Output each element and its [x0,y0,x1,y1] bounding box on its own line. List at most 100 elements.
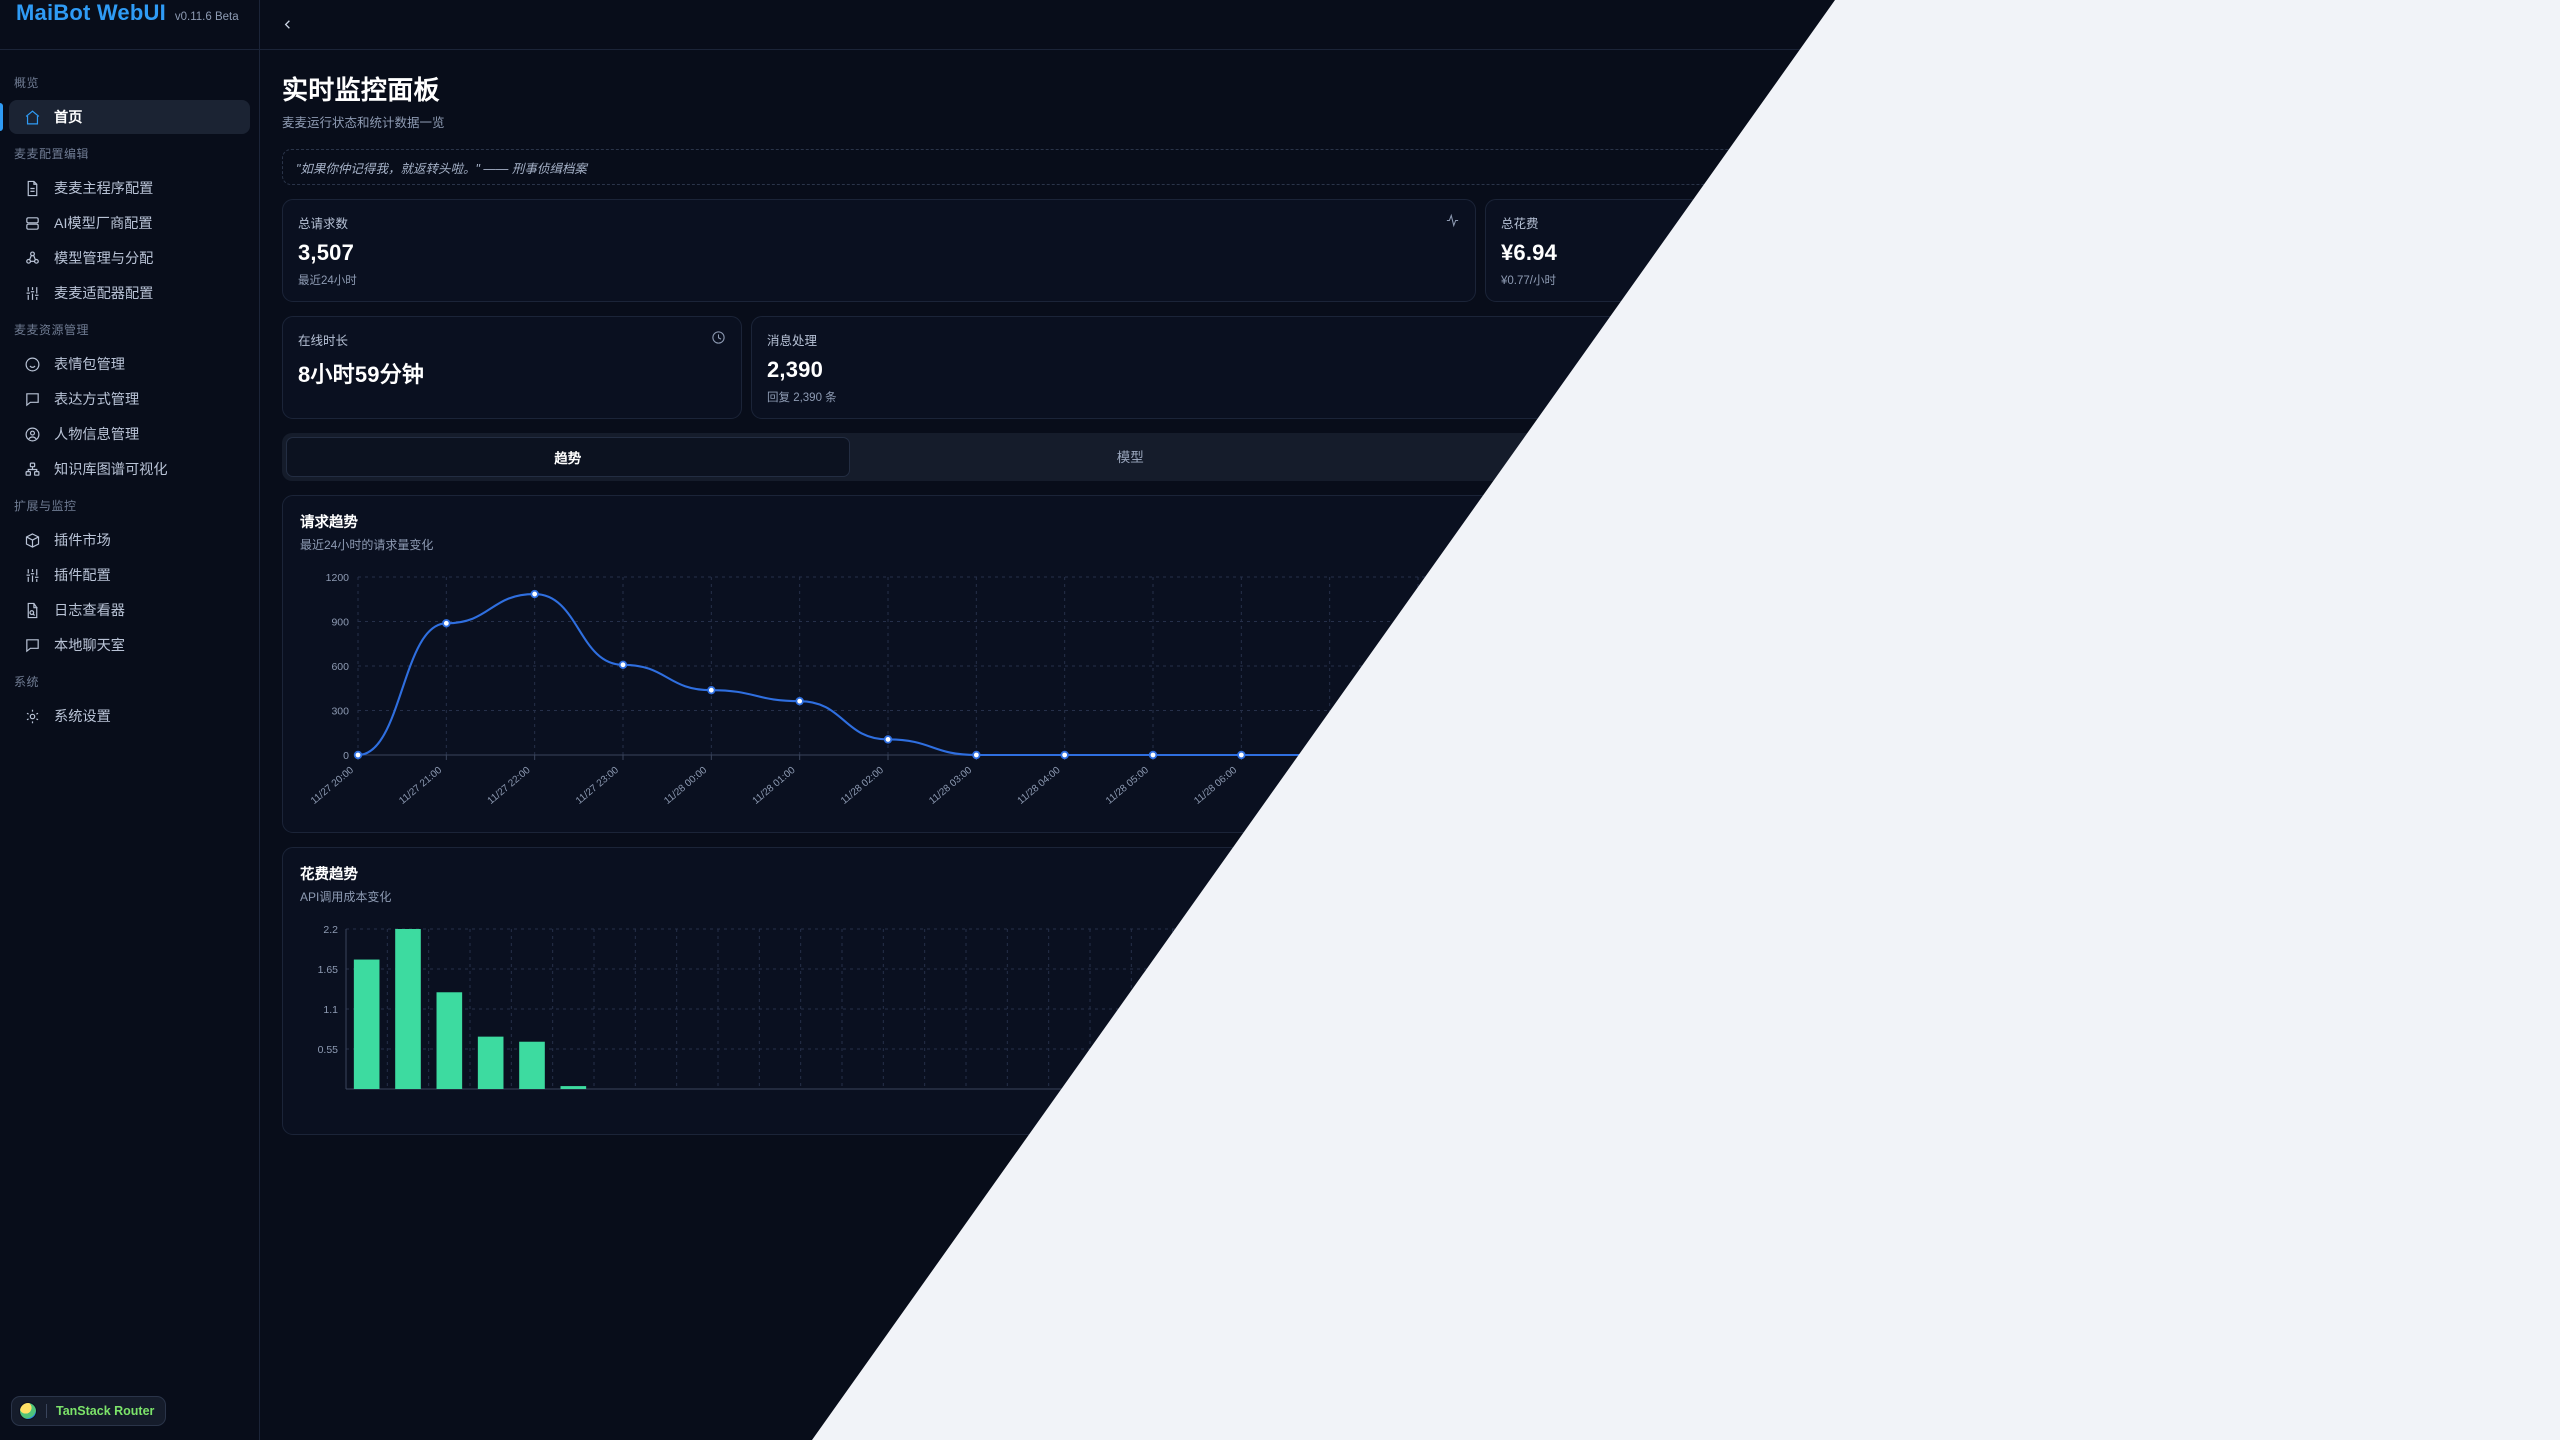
bar[interactable] [436,992,463,1089]
sitemap-icon [25,462,40,476]
sidebar-item-人物信息管理[interactable]: 人物信息管理 [9,417,250,451]
line-data-point[interactable] [2473,750,2483,760]
axis-tick-label: 1.1 [323,1004,338,1016]
line-data-point[interactable] [1678,750,1688,760]
tab-活动[interactable]: 活动 [1678,450,1706,465]
back-button[interactable] [274,12,300,38]
line-data-point[interactable] [883,735,893,744]
chart-token-usage[interactable]: 300000 600000 900000 1200000 [1434,919,2520,1119]
docs-link[interactable]: 麦麦文档 [2352,15,2423,34]
chart-request-trend[interactable]: 0 300 600 900 1200 11/27 20:00 11/27 21:00 11/2… [300,567,2520,817]
stat-card-sub: 回复 2,390 条 [767,392,837,404]
sidebar-item-首页[interactable]: 首页 [0,100,250,134]
axis-tick-label: 11/28 16:00 [2076,765,2123,807]
tanstack-router-badge[interactable]: TanStack Router [11,1396,167,1426]
main-area: ⌘K 麦麦文档 登出 实时监控面板 麦麦运 [260,0,2560,1440]
sidebar-item-表达方式管理[interactable]: 表达方式管理 [9,382,250,416]
bar[interactable] [1599,1003,1625,1089]
manual-refresh-button[interactable] [2508,79,2538,108]
stat-card-平均响应: 平均响应 8.30s API平均耗时 [2193,199,2538,302]
range-button-30天[interactable]: 30天 [2337,79,2391,108]
line-data-point[interactable] [1325,750,1334,760]
brand-name: MaiBot WebUI [16,0,166,25]
sidebar-item-模型管理与分配[interactable]: 模型管理与分配 [9,241,250,275]
sidebar-item-知识库图谱可视化[interactable]: 知识库图谱可视化 [9,452,250,486]
stat-card-Token消耗: Token消耗 3469.7K 386.0K/小时 [1839,199,2184,302]
sidebar-item-AI模型厂商配置[interactable]: AI模型厂商配置 [9,206,250,240]
sidebar-item-本地聊天室[interactable]: 本地聊天室 [9,628,250,662]
line-data-point[interactable] [2120,750,2129,760]
line-data-point[interactable] [1943,747,1953,757]
range-button-24小时[interactable]: 24小时 [2222,79,2290,108]
line-data-point[interactable] [2208,750,2218,760]
server-icon [26,216,39,230]
line-data-point[interactable] [2385,750,2394,760]
sidebar-item-label: 系统设置 [54,709,111,725]
stat-card-label: 总请求数 [298,217,349,231]
line-data-point[interactable] [1767,750,1776,760]
axis-tick-label: 11/27 20:00 [309,765,356,807]
line-data-point[interactable] [1855,749,1864,759]
line-data-point[interactable] [2032,749,2041,759]
search-box[interactable]: ⌘K [2187,11,2404,38]
line-data-point[interactable] [795,696,804,706]
range-button-7天[interactable]: 7天 [2289,79,2336,108]
stat-card-icon-wrap [2153,330,2168,345]
line-data-point[interactable] [1060,750,1069,760]
axis-tick-label: 11/28 05:00 [1104,765,1151,807]
tab-日统计[interactable]: 日统计 [2233,450,2274,465]
refresh-cw-icon [2416,86,2429,102]
tab-趋势[interactable]: 趋势 [286,437,850,477]
panel-cost-trend: 花费趋势 API调用成本变化 0.55 1.1 1.65 2.2 [282,847,1404,1135]
time-range-segmented: 24小时 7天 30天 [2219,76,2394,111]
stat-card-sub: API平均耗时 [2209,275,2274,287]
line-data-point[interactable] [618,660,628,670]
bar[interactable] [1559,943,1585,1089]
sidebar-item-麦麦主程序配置[interactable]: 麦麦主程序配置 [9,171,250,205]
sliders-icon [26,568,39,582]
line-data-point[interactable] [1590,750,1599,760]
bar[interactable] [477,1036,504,1089]
bar[interactable] [1679,1043,1705,1089]
chart-cost-trend[interactable]: 0.55 1.1 1.65 2.2 [300,919,1386,1119]
line-data-point[interactable] [972,750,981,760]
line-data-point[interactable] [2297,750,2306,760]
panel-subtitle: API调用成本变化 [300,890,392,904]
line-data-point[interactable] [707,685,716,695]
stat-card-icon-wrap [711,330,726,345]
stat-card-总请求数: 总请求数 3,507 最近24小时 [282,199,1476,302]
axis-tick-label: 11/28 09:00 [1457,765,1504,807]
stat-card-header: 在线时长 [298,330,726,349]
bar[interactable] [1719,1085,1745,1089]
bar[interactable] [519,1041,545,1089]
line-data-point[interactable] [442,619,451,628]
quote-refresh-icon[interactable] [2509,160,2524,175]
sidebar-item-日志查看器[interactable]: 日志查看器 [9,593,250,627]
search-input[interactable] [2216,18,2371,31]
axis-tick-label: 0.55 [318,1044,339,1056]
sidebar-item-表情包管理[interactable]: 表情包管理 [9,347,250,381]
tab-模型[interactable]: 模型 [1116,450,1144,465]
line-data-point[interactable] [1502,750,1511,760]
sidebar-item-插件市场[interactable]: 插件市场 [9,523,250,557]
bar[interactable] [1639,1035,1665,1089]
bar[interactable] [395,929,421,1089]
theme-toggle-button[interactable] [2439,15,2459,35]
sidebar-item-插件配置[interactable]: 插件配置 [9,558,250,592]
axis-tick-label: 11/28 02:00 [839,765,886,807]
bar[interactable] [560,1086,587,1089]
logout-button[interactable]: 登出 [2492,15,2538,34]
axis-tick-label: 11/28 11:00 [1635,765,1682,807]
line-data-point[interactable] [530,589,539,599]
auto-refresh-button[interactable]: 自动刷新 [2402,77,2499,110]
sidebar-item-麦麦适配器配置[interactable]: 麦麦适配器配置 [9,276,250,310]
line-data-point[interactable] [1413,750,1423,760]
line-data-point[interactable] [353,750,363,760]
sidebar-item-系统设置[interactable]: 系统设置 [9,699,250,733]
bar[interactable] [1519,969,1545,1089]
stat-card-value: ¥0.29 [2209,357,2266,382]
bar[interactable] [353,959,380,1089]
line-data-point[interactable] [1148,750,1158,760]
stat-card-value: 3469.7K [1855,240,1940,265]
line-data-point[interactable] [1237,750,1246,760]
